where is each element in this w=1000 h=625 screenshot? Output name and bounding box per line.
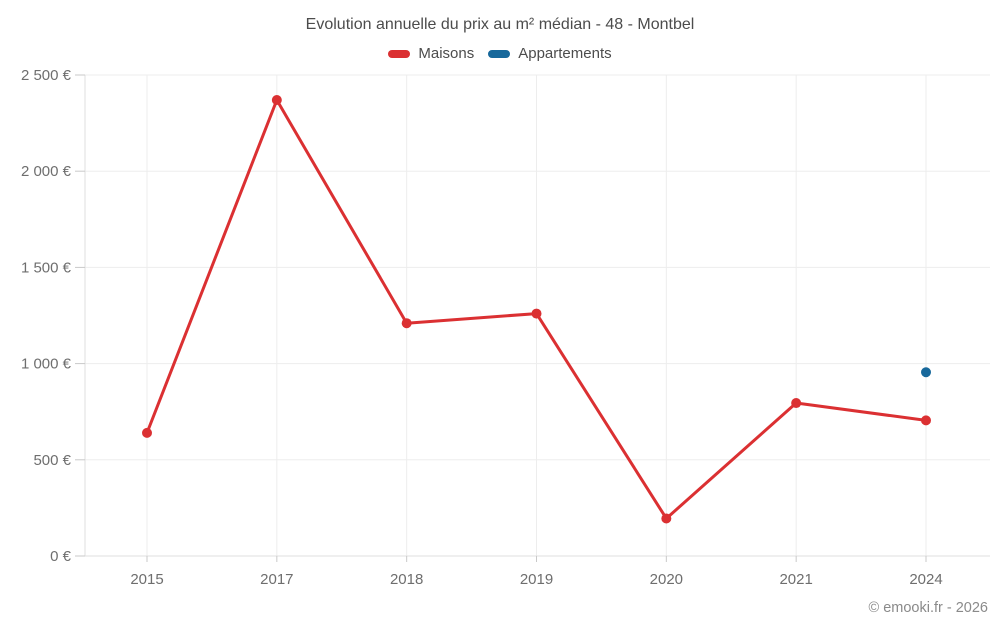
x-axis-label: 2017	[260, 571, 293, 588]
x-axis-label: 2020	[650, 571, 683, 588]
x-axis-label: 2015	[130, 571, 163, 588]
data-point-maisons-2020[interactable]	[661, 513, 672, 524]
legend-label-maisons: Maisons	[418, 45, 475, 62]
legend-label-appartements: Appartements	[518, 45, 612, 62]
legend-item-maisons[interactable]: Maisons	[388, 45, 474, 62]
maisons-swatch-icon	[388, 49, 411, 58]
chart-title: Evolution annuelle du prix au m² médian …	[305, 16, 695, 33]
y-axis-label: 1 500 €	[21, 259, 72, 276]
legend-item-appartements[interactable]: Appartements	[488, 45, 612, 62]
appartements-swatch-icon	[488, 49, 511, 58]
legend: Maisons Appartements	[0, 45, 1000, 62]
y-axis-label: 0 €	[50, 548, 72, 565]
y-axis-label: 2 000 €	[21, 163, 72, 180]
data-point-maisons-2021[interactable]	[791, 398, 802, 409]
data-point-maisons-2018[interactable]	[401, 318, 412, 329]
data-point-appartements-2024[interactable]	[921, 367, 931, 378]
x-axis-label: 2019	[520, 571, 553, 588]
copyright: © emooki.fr - 2026	[868, 600, 988, 616]
x-axis-label: 2021	[779, 571, 812, 588]
y-axis-label: 1 000 €	[21, 356, 72, 373]
data-point-maisons-2017[interactable]	[271, 95, 282, 106]
data-point-maisons-2015[interactable]	[142, 427, 152, 438]
data-point-maisons-2019[interactable]	[531, 308, 542, 319]
y-axis-label: 2 500 €	[21, 67, 72, 84]
data-point-maisons-2024[interactable]	[921, 415, 931, 426]
x-axis-label: 2024	[909, 571, 942, 588]
x-axis-label: 2018	[390, 571, 423, 588]
y-axis-label: 500 €	[33, 452, 71, 469]
